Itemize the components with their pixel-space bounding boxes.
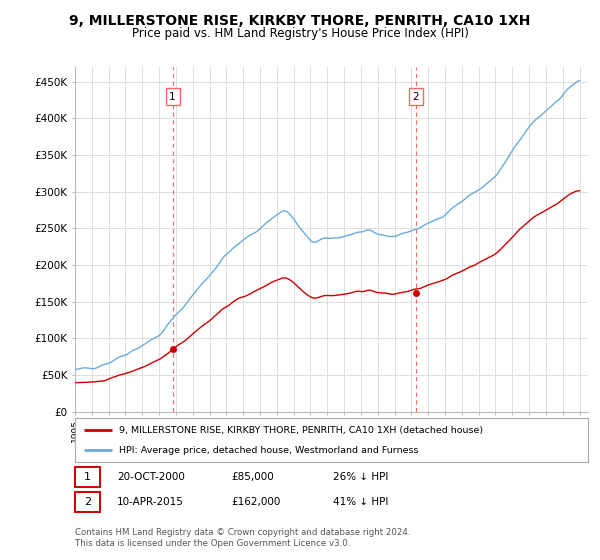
Text: Price paid vs. HM Land Registry's House Price Index (HPI): Price paid vs. HM Land Registry's House … xyxy=(131,27,469,40)
Text: 9, MILLERSTONE RISE, KIRKBY THORE, PENRITH, CA10 1XH (detached house): 9, MILLERSTONE RISE, KIRKBY THORE, PENRI… xyxy=(119,426,483,435)
Text: £162,000: £162,000 xyxy=(231,497,280,507)
Text: 26% ↓ HPI: 26% ↓ HPI xyxy=(333,472,388,482)
Text: 10-APR-2015: 10-APR-2015 xyxy=(117,497,184,507)
Text: Contains HM Land Registry data © Crown copyright and database right 2024.
This d: Contains HM Land Registry data © Crown c… xyxy=(75,528,410,548)
Text: 2: 2 xyxy=(84,497,91,507)
Text: £85,000: £85,000 xyxy=(231,472,274,482)
Text: 20-OCT-2000: 20-OCT-2000 xyxy=(117,472,185,482)
Text: 2: 2 xyxy=(413,91,419,101)
Text: 41% ↓ HPI: 41% ↓ HPI xyxy=(333,497,388,507)
Text: 9, MILLERSTONE RISE, KIRKBY THORE, PENRITH, CA10 1XH: 9, MILLERSTONE RISE, KIRKBY THORE, PENRI… xyxy=(70,14,530,28)
Text: 1: 1 xyxy=(169,91,176,101)
Text: 1: 1 xyxy=(84,472,91,482)
Text: HPI: Average price, detached house, Westmorland and Furness: HPI: Average price, detached house, West… xyxy=(119,446,418,455)
